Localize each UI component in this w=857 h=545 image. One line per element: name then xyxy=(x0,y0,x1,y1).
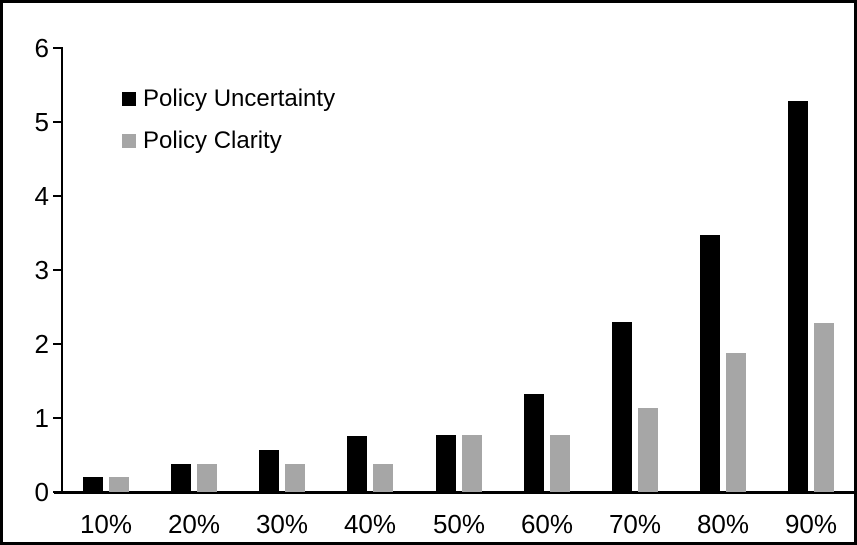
bar-policy-clarity-40% xyxy=(373,464,393,492)
bar-policy-uncertainty-90% xyxy=(788,101,808,492)
legend-swatch-gray-icon xyxy=(122,134,136,148)
bar-policy-uncertainty-40% xyxy=(347,436,367,492)
bar-chart: 0 1 2 3 4 5 6 10% 20% 30% 40% 50% 60% 70% 80% 90% Poli… xyxy=(3,3,854,542)
x-tick-label-60%: 60% xyxy=(520,509,574,539)
x-axis-line xyxy=(54,491,854,494)
legend-label: Policy Clarity xyxy=(143,127,282,154)
y-tick-label-6: 6 xyxy=(34,33,49,63)
bar-policy-clarity-80% xyxy=(726,353,746,492)
y-tick-label-1: 1 xyxy=(34,403,49,433)
legend-item-policy-uncertainty: Policy Uncertainty xyxy=(122,85,336,112)
bar-policy-uncertainty-80% xyxy=(700,235,720,492)
x-tick-label-30%: 30% xyxy=(255,509,309,539)
bar-policy-uncertainty-60% xyxy=(524,394,544,492)
y-tick-2 xyxy=(53,343,62,345)
x-tick-label-10%: 10% xyxy=(79,509,133,539)
bar-policy-uncertainty-70% xyxy=(612,322,632,492)
y-tick-label-3: 3 xyxy=(34,255,49,285)
y-tick-6 xyxy=(53,47,62,49)
bar-policy-uncertainty-10% xyxy=(83,477,103,492)
y-tick-label-4: 4 xyxy=(34,181,49,211)
x-tick-label-40%: 40% xyxy=(343,509,397,539)
y-tick-3 xyxy=(53,269,62,271)
bar-policy-uncertainty-30% xyxy=(259,450,279,492)
y-tick-label-0: 0 xyxy=(34,477,49,507)
x-tick-label-90%: 90% xyxy=(784,509,838,539)
bar-policy-clarity-10% xyxy=(109,477,129,492)
y-tick-label-2: 2 xyxy=(34,329,49,359)
bar-policy-clarity-60% xyxy=(550,435,570,492)
y-tick-1 xyxy=(53,417,62,419)
y-tick-0 xyxy=(53,491,62,493)
bar-policy-uncertainty-50% xyxy=(436,435,456,492)
y-tick-label-5: 5 xyxy=(34,107,49,137)
y-tick-5 xyxy=(53,121,62,123)
bar-policy-clarity-70% xyxy=(638,408,658,492)
x-tick-label-70%: 70% xyxy=(608,509,662,539)
chart-legend: Policy Uncertainty Policy Clarity xyxy=(122,85,336,170)
x-tick-label-20%: 20% xyxy=(167,509,221,539)
y-axis-line xyxy=(61,47,63,494)
x-tick-label-80%: 80% xyxy=(696,509,750,539)
x-tick-label-50%: 50% xyxy=(432,509,486,539)
bar-policy-clarity-30% xyxy=(285,464,305,492)
legend-label: Policy Uncertainty xyxy=(143,85,336,112)
legend-item-policy-clarity: Policy Clarity xyxy=(122,127,335,154)
legend-swatch-black-icon xyxy=(122,92,136,106)
bar-policy-uncertainty-20% xyxy=(171,464,191,492)
bar-policy-clarity-90% xyxy=(814,323,834,492)
y-tick-4 xyxy=(53,195,62,197)
bar-policy-clarity-20% xyxy=(197,464,217,492)
bar-policy-clarity-50% xyxy=(462,435,482,492)
